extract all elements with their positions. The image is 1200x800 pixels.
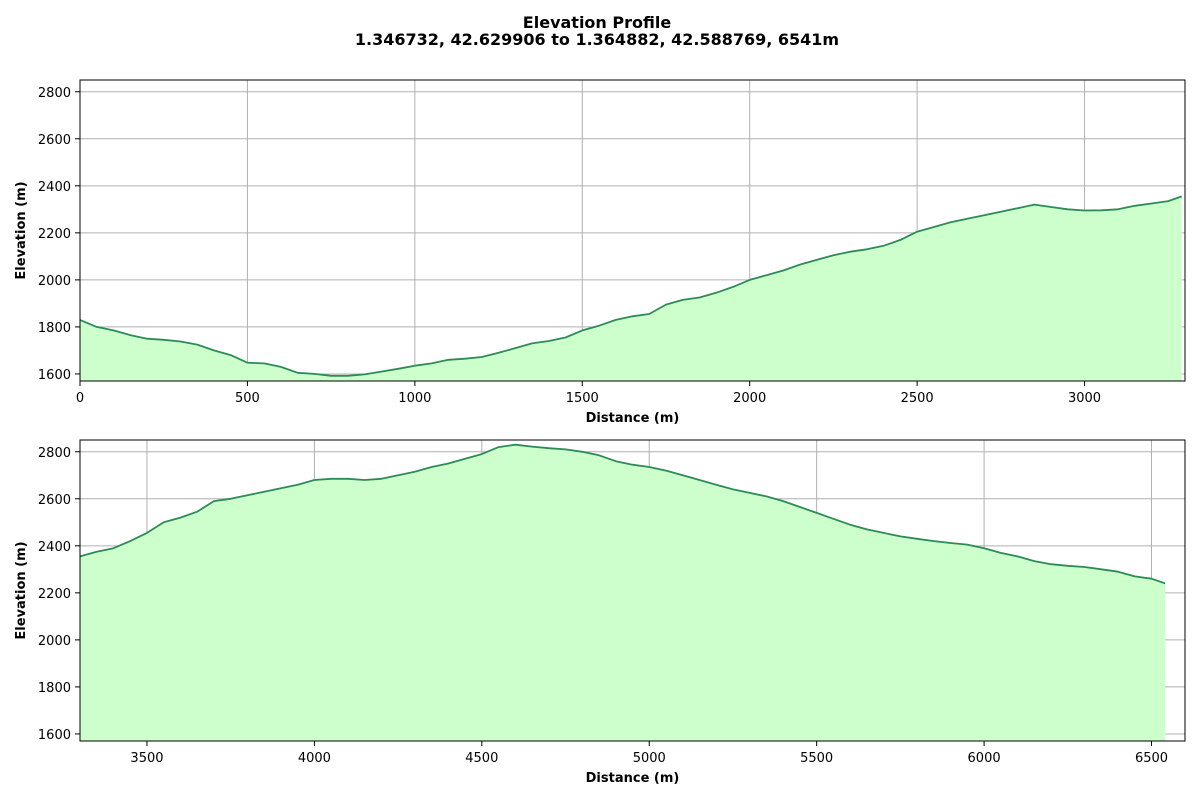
x-tick-label: 5000	[633, 751, 666, 766]
y-tick-label: 1600	[38, 368, 71, 383]
figure-title-line2: 1.346732, 42.629906 to 1.364882, 42.5887…	[355, 30, 839, 49]
elevation-area-fill	[80, 444, 1166, 741]
elevation-line	[79, 195, 1182, 377]
y-tick-label: 1800	[38, 681, 71, 696]
upper-elevation-plot: 0 500 1000 1500 2000 2500 3000 1600 1800 2000 2200…	[14, 79, 1186, 426]
x-tick-label: 2500	[901, 391, 934, 406]
y-tick-label: 2200	[38, 227, 71, 242]
x-tick-label: 4000	[298, 751, 331, 766]
x-tick-label: 0	[76, 391, 84, 406]
x-axis-label: Distance (m)	[586, 411, 680, 426]
plot-frame	[79, 79, 1186, 382]
x-tick-label: 6500	[1135, 751, 1168, 766]
x-tick-label: 6000	[968, 751, 1001, 766]
elevation-area-fill	[80, 196, 1182, 381]
y-tick-label: 2400	[38, 540, 71, 555]
elevation-line	[79, 443, 1166, 585]
figure-title-line1: Elevation Profile	[523, 13, 672, 32]
y-tick-label: 2800	[38, 86, 71, 101]
x-tick-label: 1500	[566, 391, 599, 406]
plot-frame	[79, 439, 1186, 742]
x-tick-label: 3000	[1068, 391, 1101, 406]
y-tick-label: 2600	[38, 493, 71, 508]
x-tick-label: 1000	[398, 391, 431, 406]
y-tick-label: 2000	[38, 274, 71, 289]
x-axis-label: Distance (m)	[586, 771, 680, 786]
y-axis-label: Elevation (m)	[14, 541, 29, 639]
y-tick-label: 2200	[38, 587, 71, 602]
y-tick-label: 2400	[38, 180, 71, 195]
y-tick-label: 2600	[38, 133, 71, 148]
x-tick-label: 500	[235, 391, 260, 406]
x-tick-label: 2000	[733, 391, 766, 406]
x-tick-label: 5500	[800, 751, 833, 766]
lower-elevation-plot: 3500 4000 4500 5000 5500 6000 6500 1600 1800 2000…	[14, 439, 1186, 786]
x-tick-label: 4500	[465, 751, 498, 766]
y-axis-label: Elevation (m)	[14, 181, 29, 279]
x-tick-label: 3500	[130, 751, 163, 766]
y-tick-label: 1800	[38, 321, 71, 336]
y-tick-label: 2000	[38, 634, 71, 649]
y-tick-label: 2800	[38, 446, 71, 461]
y-tick-label: 1600	[38, 728, 71, 743]
